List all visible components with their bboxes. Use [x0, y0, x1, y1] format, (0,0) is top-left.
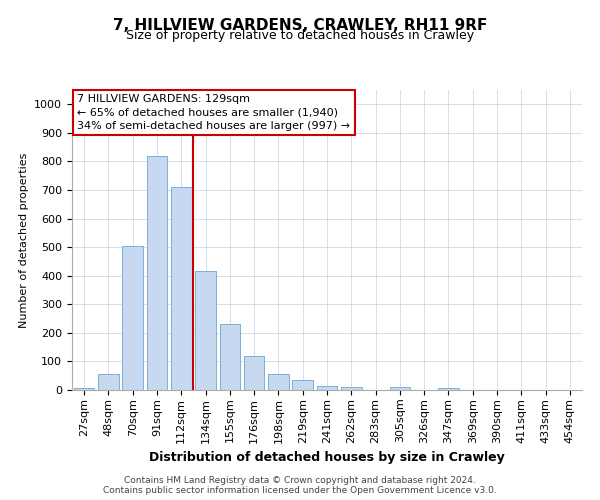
- Bar: [389, 386, 410, 390]
- Bar: [122, 246, 143, 390]
- Bar: [220, 324, 240, 390]
- Y-axis label: Number of detached properties: Number of detached properties: [19, 152, 29, 328]
- Bar: [341, 386, 362, 390]
- Text: Size of property relative to detached houses in Crawley: Size of property relative to detached ho…: [126, 29, 474, 42]
- Bar: [171, 187, 191, 390]
- Text: 7, HILLVIEW GARDENS, CRAWLEY, RH11 9RF: 7, HILLVIEW GARDENS, CRAWLEY, RH11 9RF: [113, 18, 487, 32]
- Bar: [292, 380, 313, 390]
- Bar: [74, 388, 94, 390]
- Bar: [438, 388, 459, 390]
- Bar: [268, 374, 289, 390]
- Bar: [317, 386, 337, 390]
- Bar: [195, 272, 216, 390]
- Text: 7 HILLVIEW GARDENS: 129sqm
← 65% of detached houses are smaller (1,940)
34% of s: 7 HILLVIEW GARDENS: 129sqm ← 65% of deta…: [77, 94, 350, 131]
- Text: Contains HM Land Registry data © Crown copyright and database right 2024.
Contai: Contains HM Land Registry data © Crown c…: [103, 476, 497, 495]
- Bar: [98, 374, 119, 390]
- X-axis label: Distribution of detached houses by size in Crawley: Distribution of detached houses by size …: [149, 451, 505, 464]
- Bar: [146, 156, 167, 390]
- Bar: [244, 356, 265, 390]
